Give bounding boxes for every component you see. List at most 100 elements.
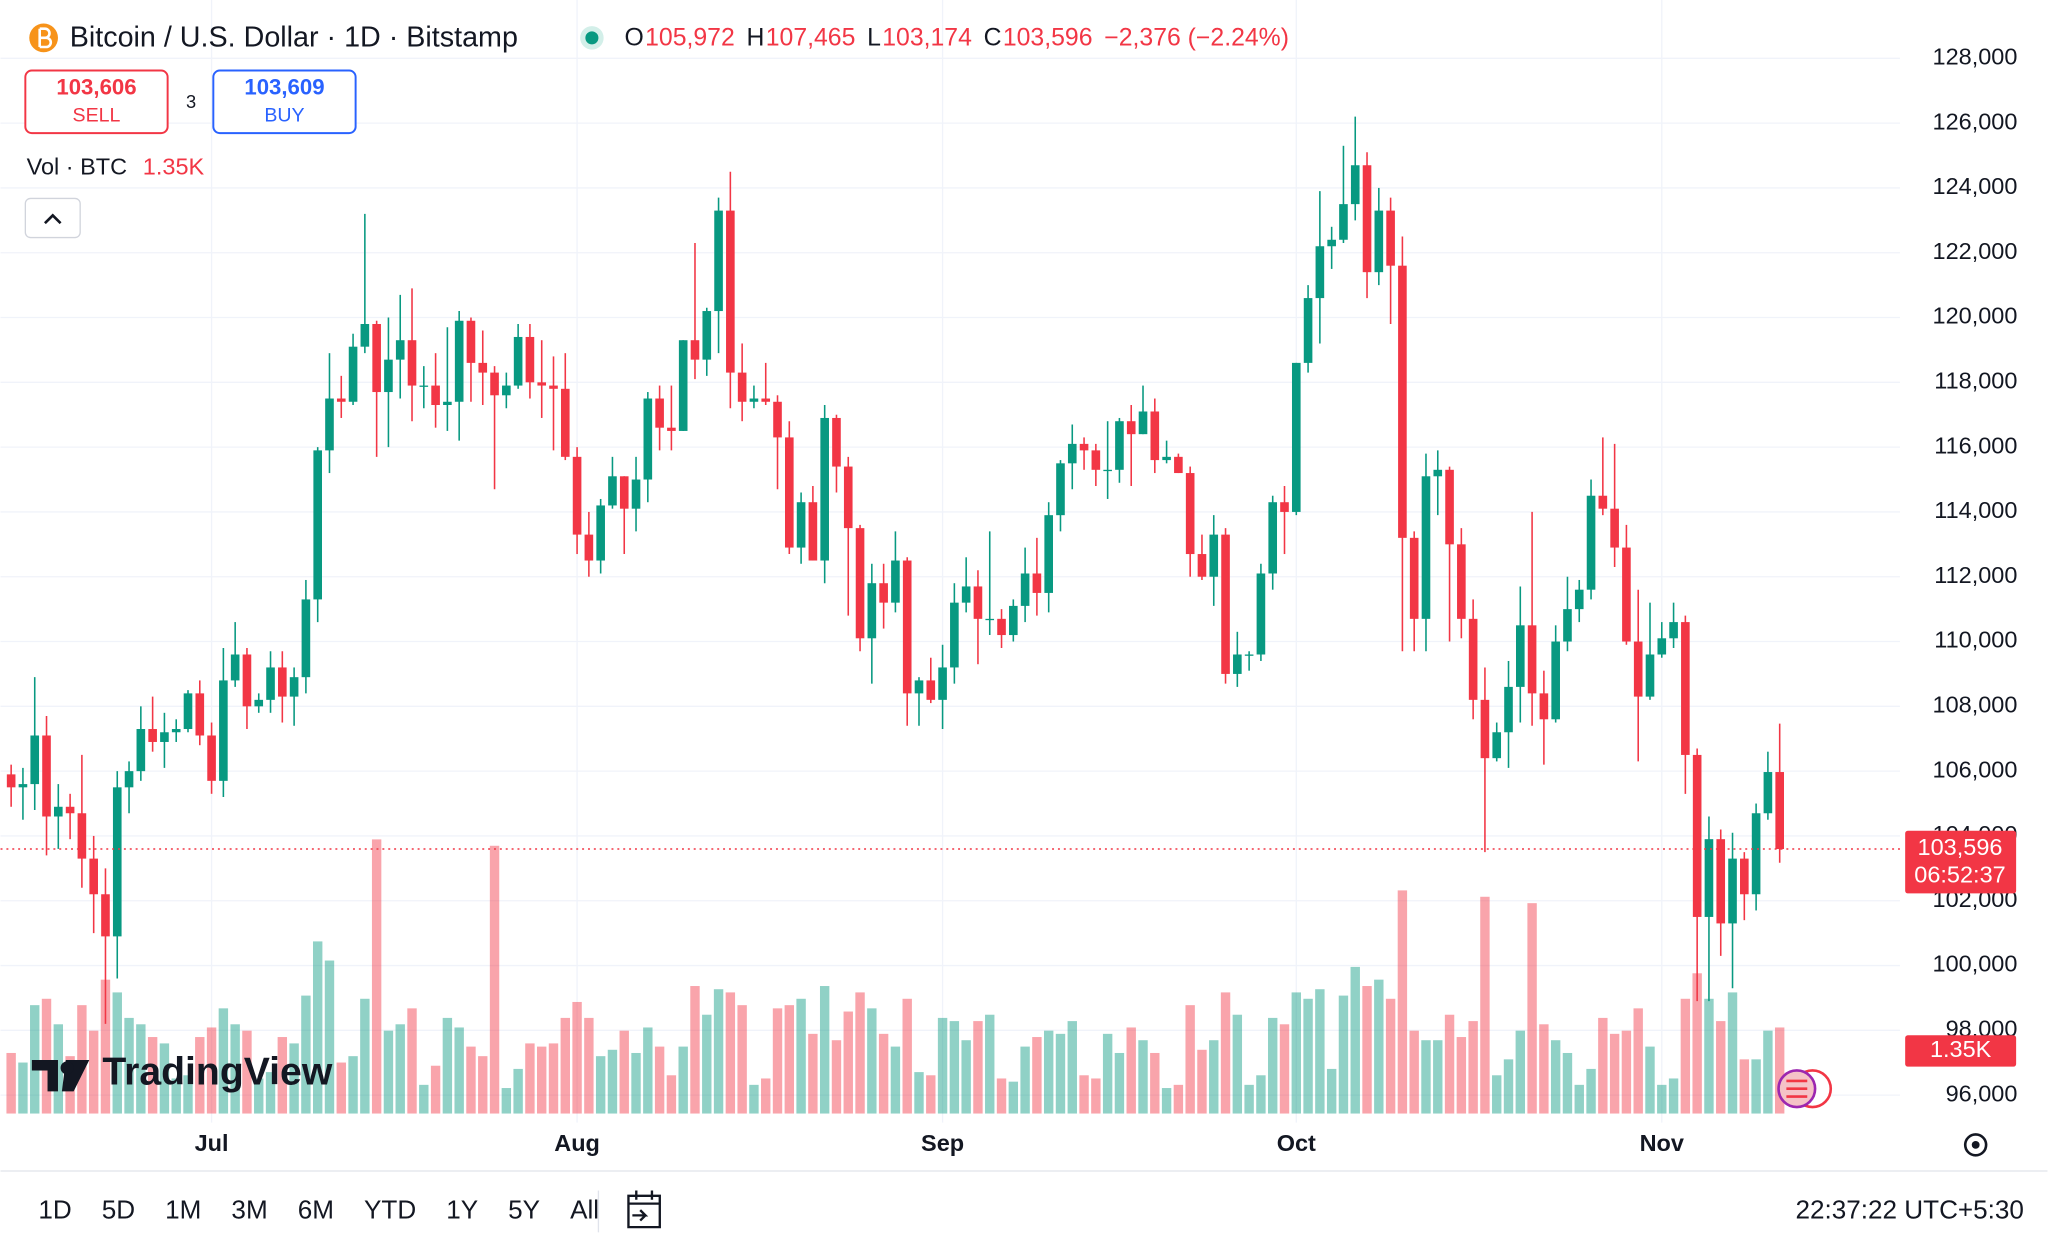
- volume-bar: [1244, 1084, 1254, 1114]
- candle-body: [1504, 686, 1513, 733]
- volume-legend-label: Vol · BTC: [27, 154, 128, 180]
- volume-bar: [1279, 1024, 1290, 1114]
- candle-body: [171, 729, 181, 733]
- volume-bar: [1562, 1052, 1573, 1114]
- y-tick-label: 118,000: [1934, 368, 2017, 394]
- ohlc-key: C: [984, 25, 1002, 52]
- volume-bar: [772, 1008, 783, 1114]
- y-tick-label: 106,000: [1933, 756, 2018, 782]
- volume-bar: [430, 1065, 441, 1114]
- y-tick-label: 116,000: [1934, 432, 2017, 458]
- candle-body: [478, 362, 488, 373]
- candle-body: [1339, 204, 1348, 240]
- volume-bar: [77, 1005, 87, 1114]
- range-button[interactable]: 5Y: [508, 1194, 540, 1224]
- range-button[interactable]: 1D: [38, 1194, 71, 1224]
- volume-bar: [1067, 1021, 1077, 1114]
- candle-body: [1020, 573, 1030, 606]
- range-button[interactable]: 3M: [231, 1194, 267, 1224]
- calendar-icon[interactable]: [627, 1190, 661, 1229]
- candle-body: [1362, 165, 1372, 273]
- candle-body: [749, 398, 759, 402]
- buy-label[interactable]: BUY: [264, 104, 304, 126]
- candle-body: [148, 729, 157, 742]
- candle-body: [1174, 456, 1183, 474]
- volume-bar: [819, 986, 830, 1114]
- volume-bar: [631, 1052, 641, 1114]
- volume-bar: [195, 1037, 205, 1114]
- collapse-box[interactable]: [24, 197, 81, 239]
- volume-bar: [1539, 1024, 1549, 1114]
- sell-label[interactable]: SELL: [73, 104, 121, 126]
- axis-settings[interactable]: [1963, 1133, 1988, 1157]
- sell-box[interactable]: [24, 69, 169, 135]
- candle-body: [230, 654, 240, 681]
- volume-bar: [1209, 1040, 1219, 1114]
- range-button[interactable]: 6M: [298, 1194, 334, 1224]
- candle-body: [1067, 443, 1077, 464]
- sell-button[interactable]: 103,606 SELL: [24, 69, 169, 135]
- range-button[interactable]: YTD: [364, 1194, 416, 1224]
- candle-body: [278, 667, 287, 697]
- candle-body: [195, 693, 205, 736]
- volume-bar: [548, 1043, 559, 1114]
- candle-body: [1751, 813, 1761, 895]
- volume-bar: [206, 1027, 217, 1114]
- volume-bar: [1515, 1030, 1526, 1114]
- range-button[interactable]: 5D: [102, 1194, 135, 1224]
- volume-bar: [867, 1008, 877, 1114]
- candle-body: [961, 586, 971, 603]
- volume-bar: [937, 1017, 948, 1114]
- volume-bar: [1256, 1075, 1266, 1114]
- range-button[interactable]: 1M: [165, 1194, 201, 1224]
- candle-body: [1197, 554, 1207, 577]
- candle-body: [997, 618, 1006, 636]
- watermark-logo: [31, 1060, 90, 1092]
- volume-bar: [996, 1078, 1007, 1114]
- volume-bar: [1220, 992, 1231, 1114]
- volume-bar: [961, 1040, 971, 1114]
- candle-body: [101, 894, 110, 937]
- volume-bar: [1114, 1052, 1125, 1114]
- y-tick-label: 128,000: [1933, 44, 2018, 70]
- volume-bar: [1621, 1030, 1632, 1114]
- ohlc-value: 103,174: [882, 25, 972, 52]
- volume-bar: [159, 1043, 170, 1114]
- candle-body: [1091, 450, 1101, 470]
- volume-bar: [843, 1011, 853, 1114]
- collapse-button[interactable]: [24, 197, 81, 239]
- candle-body: [1669, 622, 1678, 639]
- range-button[interactable]: 1Y: [446, 1194, 478, 1224]
- volume-bar: [1079, 1075, 1089, 1114]
- volume-bar: [371, 839, 382, 1114]
- candle-body: [1233, 654, 1242, 674]
- settings-icon-center[interactable]: [1971, 1140, 1980, 1149]
- buy-price[interactable]: 103,609: [244, 75, 324, 100]
- y-tick-label: 120,000: [1933, 303, 2018, 329]
- candle-body: [608, 476, 617, 506]
- buy-box[interactable]: [212, 69, 357, 135]
- candle-body: [1386, 210, 1395, 266]
- candle-body: [1598, 495, 1608, 509]
- volume-bar: [301, 995, 311, 1114]
- volume-bar: [1126, 1027, 1136, 1114]
- range-button[interactable]: All: [570, 1194, 599, 1224]
- collapse-chevron[interactable]: [43, 213, 62, 225]
- candle-body: [1056, 463, 1065, 516]
- clock[interactable]: 22:37:22 UTC+5:30: [1795, 1194, 2023, 1224]
- goto-date[interactable]: [627, 1190, 661, 1229]
- candle-body: [525, 336, 535, 383]
- sell-price[interactable]: 103,606: [56, 75, 136, 100]
- volume-bar: [324, 960, 335, 1114]
- settings-icon[interactable]: [1963, 1133, 1988, 1157]
- buy-button[interactable]: 103,609 BUY: [212, 69, 357, 135]
- volume-bar: [1326, 1068, 1337, 1114]
- volume-bar: [537, 1046, 547, 1114]
- volume-bar: [100, 979, 111, 1114]
- volume-bar: [1774, 1027, 1785, 1114]
- candle-body: [1138, 411, 1148, 435]
- candle-body: [1468, 618, 1478, 700]
- candle-body: [1291, 362, 1301, 512]
- candle-body: [1221, 534, 1230, 674]
- candle-body: [1044, 515, 1053, 593]
